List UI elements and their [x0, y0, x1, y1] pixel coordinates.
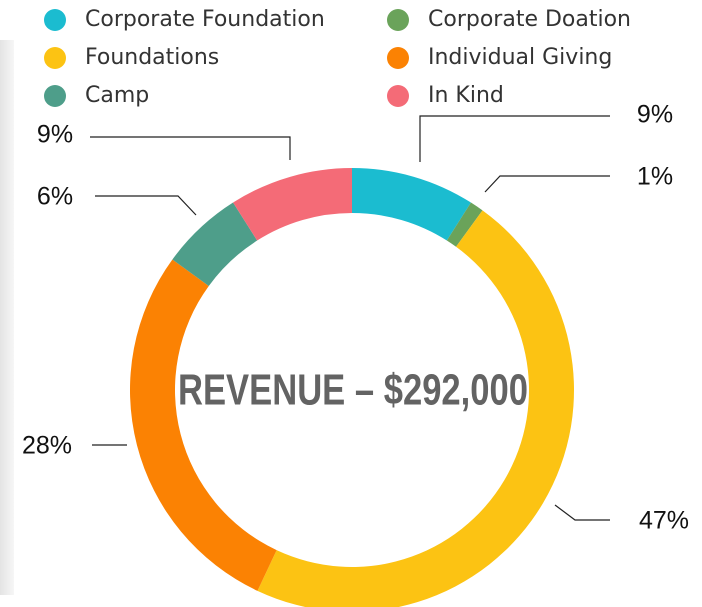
legend-marker	[387, 85, 409, 107]
legend-label: Foundations	[85, 45, 219, 70]
legend-marker	[387, 47, 409, 69]
legend-label: Corporate Foundation	[85, 7, 325, 32]
legend-label: In Kind	[428, 83, 504, 108]
leader-line	[554, 504, 610, 521]
donut-slice	[233, 168, 352, 241]
donut-slice	[172, 202, 258, 286]
data-label: 28%	[22, 432, 72, 460]
leader-line	[95, 195, 197, 216]
legend-label: Individual Giving	[428, 45, 612, 70]
data-label: 6%	[37, 183, 73, 211]
legend-label: Corporate Doation	[428, 7, 631, 32]
data-label: 1%	[637, 163, 673, 191]
data-label: 9%	[637, 101, 673, 129]
leader-line	[484, 175, 610, 193]
donut-slice	[446, 202, 483, 247]
legend-marker	[44, 9, 66, 31]
leader-line	[90, 136, 291, 160]
side-panel	[0, 40, 14, 595]
donut	[130, 168, 574, 607]
legend-label: Camp	[85, 83, 149, 108]
leader-line	[419, 115, 610, 162]
data-label: 9%	[37, 121, 73, 149]
donut-slice	[352, 168, 471, 241]
legend-marker	[44, 47, 66, 69]
data-label: 47%	[639, 507, 689, 535]
legend-marker	[387, 9, 409, 31]
donut-slice	[257, 210, 574, 607]
legend-marker	[44, 85, 66, 107]
center-label: REVENUE – $292,000	[178, 366, 528, 415]
donut-slice	[130, 259, 277, 591]
